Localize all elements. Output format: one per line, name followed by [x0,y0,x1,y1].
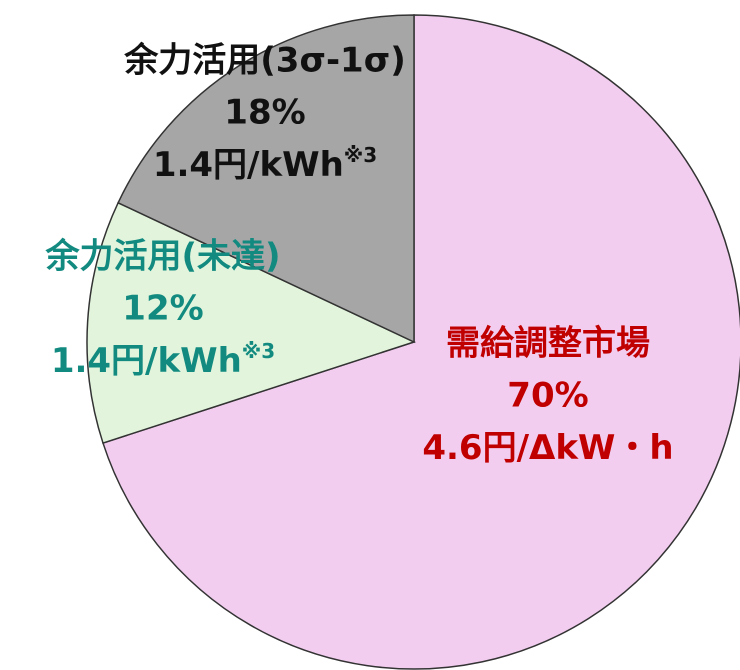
price: 1.4円/kWh [51,341,242,381]
slice-name: 余力活用(未達) [44,237,280,277]
price: 4.6円/ΔkW・h [422,428,673,468]
slice-price: 1.4円/kWh※3 [153,143,377,185]
slice-name: 需給調整市場 [446,324,650,364]
pie-slice [117,14,415,344]
price: 1.4円/kWh [153,145,344,185]
footnote-mark: ※3 [242,339,275,363]
slice-value: 70% [507,376,588,416]
slice-name: 余力活用(3σ-1σ) [123,41,405,81]
slice-price: 1.4円/kWh※3 [51,339,275,381]
pie-slice [86,201,417,444]
pie-slice [102,14,740,670]
slice-price: 4.6円/ΔkW・h [422,428,673,468]
slice-value: 18% [224,93,305,133]
footnote-mark: ※3 [344,143,377,167]
slice-value: 12% [122,289,203,329]
